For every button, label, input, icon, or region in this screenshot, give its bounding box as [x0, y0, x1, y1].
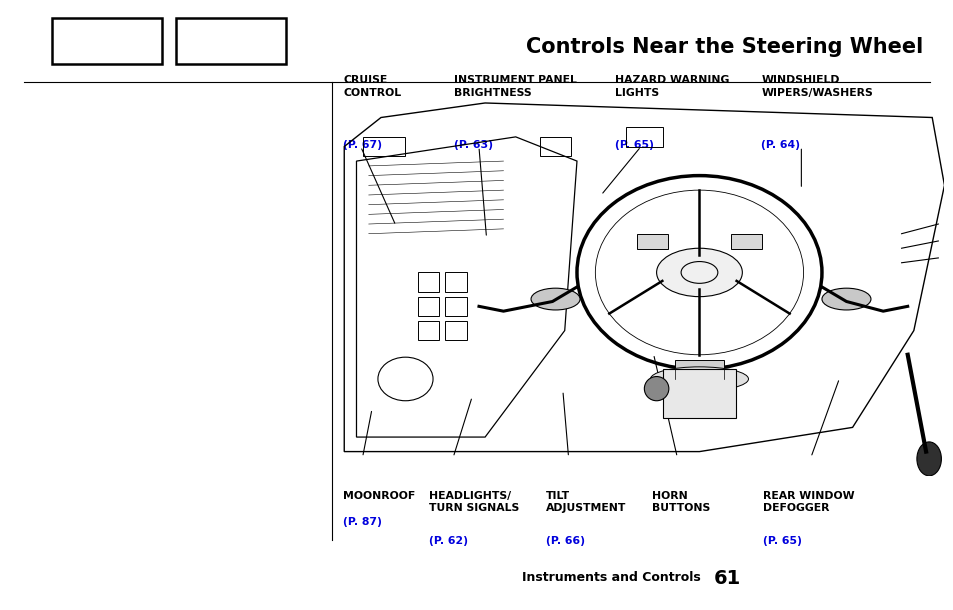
Ellipse shape — [656, 248, 741, 296]
Text: Controls Near the Steering Wheel: Controls Near the Steering Wheel — [526, 37, 923, 57]
Bar — [675, 360, 723, 379]
Bar — [52, 18, 162, 64]
Text: (P. 66): (P. 66) — [545, 536, 584, 546]
Bar — [417, 273, 438, 292]
Bar — [417, 321, 438, 340]
Ellipse shape — [643, 376, 668, 401]
Text: MOONROOF: MOONROOF — [343, 491, 416, 501]
Text: Instruments and Controls: Instruments and Controls — [522, 572, 700, 584]
Bar — [625, 127, 662, 146]
Bar — [662, 369, 736, 418]
Text: (P. 67): (P. 67) — [343, 140, 382, 149]
Text: TILT
ADJUSTMENT: TILT ADJUSTMENT — [545, 491, 625, 514]
Text: REAR WINDOW
DEFOGGER: REAR WINDOW DEFOGGER — [762, 491, 854, 514]
Text: INSTRUMENT PANEL
BRIGHTNESS: INSTRUMENT PANEL BRIGHTNESS — [454, 75, 577, 98]
Text: (P. 63): (P. 63) — [454, 140, 493, 149]
Text: HAZARD WARNING
LIGHTS: HAZARD WARNING LIGHTS — [615, 75, 729, 98]
Text: (P. 87): (P. 87) — [343, 517, 382, 526]
Ellipse shape — [650, 367, 748, 391]
Bar — [176, 18, 286, 64]
Bar — [417, 296, 438, 316]
Bar — [445, 273, 466, 292]
Bar — [362, 137, 405, 156]
Text: (P. 65): (P. 65) — [615, 140, 654, 149]
Bar — [445, 321, 466, 340]
Text: (P. 65): (P. 65) — [762, 536, 801, 546]
Ellipse shape — [916, 442, 941, 476]
Text: 61: 61 — [713, 569, 740, 588]
Text: CRUISE
CONTROL: CRUISE CONTROL — [343, 75, 401, 98]
Text: HORN
BUTTONS: HORN BUTTONS — [651, 491, 709, 514]
Ellipse shape — [821, 288, 870, 310]
Ellipse shape — [531, 288, 579, 310]
Text: (P. 64): (P. 64) — [760, 140, 800, 149]
Bar — [637, 234, 667, 249]
Text: WINDSHIELD
WIPERS/WASHERS: WINDSHIELD WIPERS/WASHERS — [760, 75, 872, 98]
Bar — [730, 234, 760, 249]
Bar — [445, 296, 466, 316]
Text: (P. 62): (P. 62) — [429, 536, 468, 546]
Bar — [539, 137, 570, 156]
Text: HEADLIGHTS/
TURN SIGNALS: HEADLIGHTS/ TURN SIGNALS — [429, 491, 519, 514]
